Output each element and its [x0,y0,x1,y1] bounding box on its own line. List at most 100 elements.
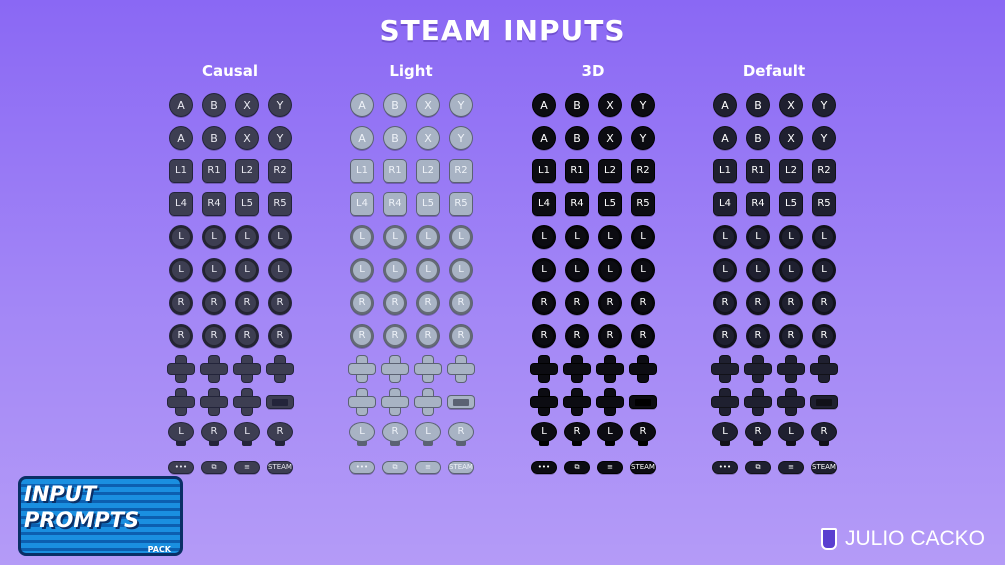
stick-button-icon: L [384,226,406,248]
column-title-causal: Causal [201,62,258,80]
stick-button-icon: R [714,292,736,314]
dpad-button-icon [234,356,260,382]
stick-stem [720,439,730,446]
s3d-button-icon: L [597,421,623,447]
square-button-icon: R5 [813,193,835,215]
square-button-icon: R5 [632,193,654,215]
dpad-button-icon [531,356,557,382]
stick-button-icon: R [813,325,835,347]
stick-button-icon: L [599,226,621,248]
screen-glyph [816,398,832,406]
round-button-icon: X [780,127,802,149]
s3d-button-icon: R [382,421,408,447]
stick-button-icon: R [780,292,802,314]
stick-button-icon: L [632,259,654,281]
square-button-icon: R4 [203,193,225,215]
stick-stem [539,439,549,446]
stick-button-icon: R [269,292,291,314]
column-title-light: Light [389,62,433,80]
stick-button-icon: R [384,325,406,347]
round-button-icon: B [203,94,225,116]
stick-button-icon: R [813,292,835,314]
stick-button-icon: L [236,259,258,281]
pill-button-icon: STEAM [631,461,655,473]
round-button-icon: A [714,94,736,116]
dpad-button-icon [712,356,738,382]
dpad-button-icon [811,356,837,382]
dpad-button-icon [201,389,227,415]
stick-button-icon: R [599,325,621,347]
stick-button-icon: L [714,226,736,248]
round-button-icon: B [747,127,769,149]
stick-button-icon: L [632,226,654,248]
column-title-3d: 3D [581,62,605,80]
stick-stem [423,439,433,446]
pill-button-icon: STEAM [812,461,836,473]
square-button-icon: R1 [203,160,225,182]
stick-stem [176,439,186,446]
stick-stem [242,439,252,446]
page-title: STEAM INPUTS [379,14,626,47]
square-button-icon: L5 [780,193,802,215]
stick-stem [357,439,367,446]
square-button-icon: R4 [566,193,588,215]
stick-button-icon: R [203,292,225,314]
dpad-button-icon [201,356,227,382]
stick-button-icon: R [566,292,588,314]
stick-button-icon: R [780,325,802,347]
square-button-icon: R5 [269,193,291,215]
stick-button-icon: R [450,292,472,314]
screen-glyph [272,398,288,406]
stick-button-icon: L [533,226,555,248]
stick-button-icon: R [417,325,439,347]
dpad-button-icon [349,389,375,415]
round-button-icon: B [747,94,769,116]
stick-button-icon: L [269,259,291,281]
dpad-button-icon [168,389,194,415]
column-title-default: Default [742,62,806,80]
stick-button-icon: R [533,325,555,347]
pill-button-icon: ≡ [779,461,803,473]
dpad-button-icon [267,356,293,382]
stick-button-icon: L [813,259,835,281]
dpad-button-icon [745,389,771,415]
square-button-icon: R1 [384,160,406,182]
s3d-button-icon: L [415,421,441,447]
stick-button-icon: L [384,259,406,281]
stick-button-icon: R [236,292,258,314]
dpad-button-icon [597,389,623,415]
square-button-icon: L4 [714,193,736,215]
stick-cap: R [449,423,473,441]
round-button-icon: X [236,94,258,116]
pill-button-icon: ≡ [235,461,259,473]
logo-backdrop [18,476,183,556]
stick-button-icon: L [714,259,736,281]
round-button-icon: A [533,127,555,149]
pill-button-icon: ≡ [598,461,622,473]
pill-button-icon: ⧉ [565,461,589,473]
dpad-button-icon [778,356,804,382]
square-button-icon: R2 [269,160,291,182]
screen-glyph [453,398,469,406]
s3d-button-icon: R [811,421,837,447]
square-button-icon: L5 [236,193,258,215]
dpad-button-icon [234,389,260,415]
pill-button-icon: ••• [169,461,193,473]
dpad-button-icon [745,356,771,382]
dpad-button-icon [597,356,623,382]
stick-cap: R [383,423,407,441]
round-button-icon: A [533,94,555,116]
stick-stem [605,439,615,446]
stick-button-icon: R [533,292,555,314]
round-button-icon: A [714,127,736,149]
round-button-icon: A [351,94,373,116]
stick-button-icon: L [417,226,439,248]
square-button-icon: L2 [599,160,621,182]
s3d-button-icon: R [564,421,590,447]
stick-cap: L [779,423,803,441]
dpad-button-icon [531,389,557,415]
stick-button-icon: L [236,226,258,248]
dpad-button-icon [415,356,441,382]
dpad-button-icon [564,389,590,415]
square-button-icon: L1 [170,160,192,182]
